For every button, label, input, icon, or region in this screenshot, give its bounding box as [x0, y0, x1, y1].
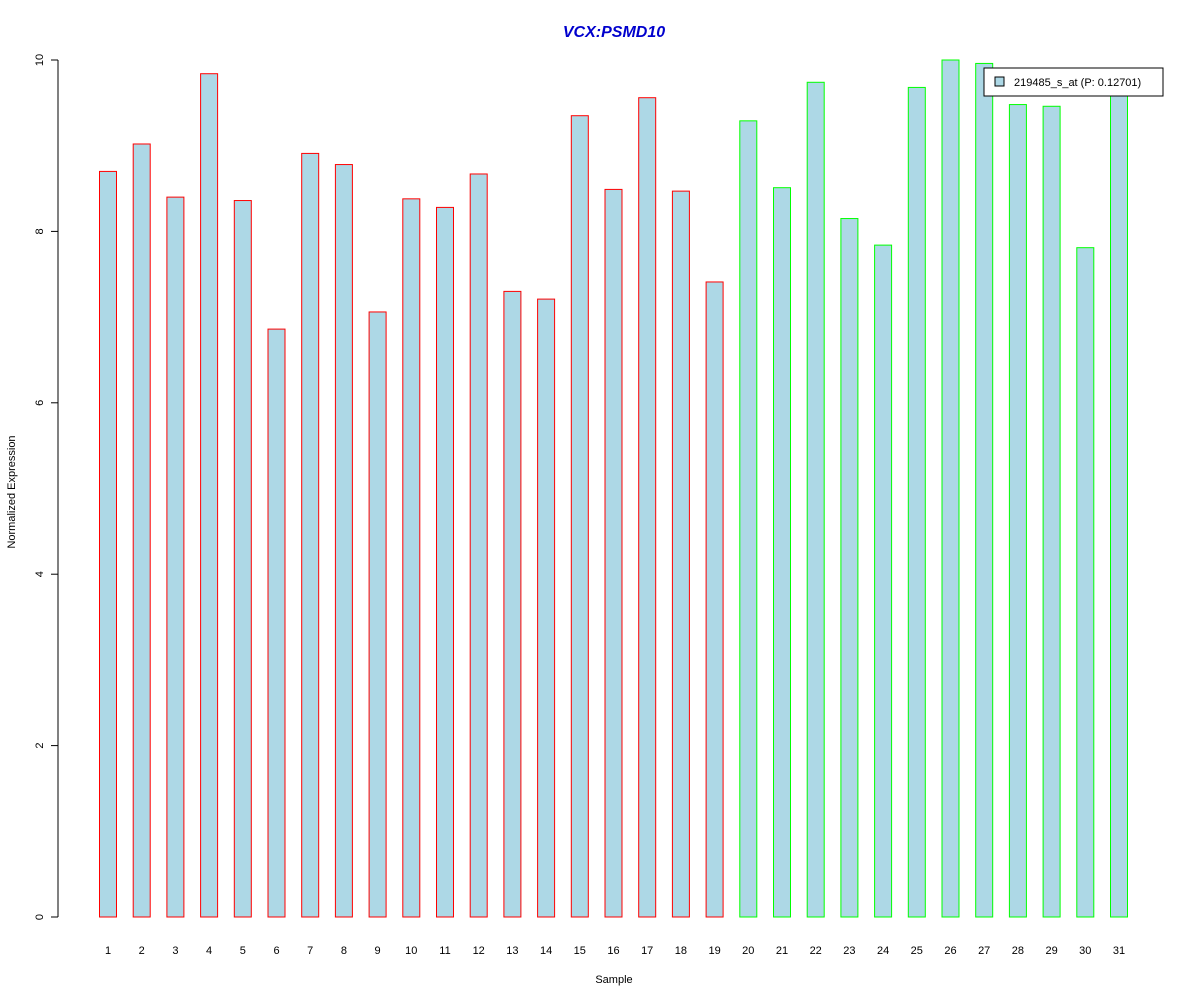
- y-axis: 0 2 4 6 8 10: [34, 54, 59, 920]
- x-tick-label: 17: [641, 945, 653, 957]
- y-tick-label: 4: [34, 571, 46, 577]
- bar-sample-11: [436, 206, 454, 918]
- x-tick-label: 15: [574, 945, 586, 957]
- bar-sample-29: [1042, 105, 1061, 918]
- bar-sample-24: [874, 244, 893, 918]
- x-tick-label: 29: [1045, 945, 1057, 957]
- x-tick-label: 1: [105, 945, 111, 957]
- legend: 219485_s_at (P: 0.12701): [983, 67, 1164, 97]
- bar-sample-27: [975, 62, 994, 918]
- bar-sample-26: [941, 59, 960, 918]
- x-tick-label: 3: [172, 945, 178, 957]
- x-tick-label: 26: [944, 945, 956, 957]
- bars-group: [99, 59, 1128, 918]
- x-tick-label: 7: [307, 945, 313, 957]
- bar-sample-17: [638, 97, 657, 918]
- x-tick-label: 13: [506, 945, 518, 957]
- x-tick-labels: 1 2 3 4 5 6 7 8 9 10 11 12 13 14 15 16 17 18 19 20 21 22 23 24 2…: [105, 945, 1125, 957]
- legend-label: 219485_s_at (P: 0.12701): [1014, 77, 1141, 89]
- bar-sample-15: [570, 115, 589, 918]
- x-tick-label: 27: [978, 945, 990, 957]
- x-tick-label: 6: [273, 945, 279, 957]
- x-axis-label: Sample: [595, 974, 632, 986]
- x-tick-label: 16: [607, 945, 619, 957]
- x-tick-label: 28: [1012, 945, 1024, 957]
- bar-sample-2: [132, 143, 151, 918]
- bar-sample-1: [99, 170, 117, 918]
- bar-sample-30: [1076, 247, 1095, 918]
- y-tick-label: 10: [34, 54, 46, 66]
- bar-sample-23: [840, 218, 859, 918]
- x-tick-label: 24: [877, 945, 889, 957]
- x-tick-label: 21: [776, 945, 788, 957]
- bar-sample-31: [1110, 80, 1128, 918]
- x-tick-label: 30: [1079, 945, 1091, 957]
- bar-sample-14: [537, 298, 556, 918]
- chart-title: VCX:PSMD10: [563, 24, 665, 41]
- x-tick-label: 25: [911, 945, 923, 957]
- x-tick-label: 11: [439, 945, 450, 957]
- bar-sample-21: [773, 187, 791, 918]
- x-tick-label: 18: [675, 945, 687, 957]
- bar-sample-13: [503, 290, 522, 918]
- bar-sample-6: [267, 328, 286, 918]
- bar-sample-5: [233, 200, 252, 918]
- legend-box: [983, 67, 1164, 97]
- bar-sample-8: [334, 164, 353, 918]
- bar-sample-25: [907, 86, 926, 918]
- x-tick-label: 19: [708, 945, 720, 957]
- x-tick-label: 10: [405, 945, 417, 957]
- bar-sample-4: [200, 73, 219, 918]
- bar-sample-10: [402, 198, 421, 918]
- bar-sample-28: [1008, 104, 1027, 918]
- x-tick-label: 14: [540, 945, 552, 957]
- bar-sample-20: [739, 120, 758, 918]
- x-tick-label: 2: [139, 945, 145, 957]
- x-tick-label: 23: [843, 945, 855, 957]
- bar-sample-3: [166, 196, 185, 918]
- bar-sample-22: [806, 81, 825, 918]
- bar-sample-12: [469, 173, 488, 918]
- bar-sample-18: [671, 190, 690, 918]
- x-tick-label: 9: [375, 945, 381, 957]
- y-tick-label: 0: [34, 914, 46, 920]
- bar-sample-9: [368, 311, 387, 918]
- bar-sample-16: [604, 188, 623, 918]
- y-tick-label: 6: [34, 400, 46, 406]
- x-tick-label: 8: [341, 945, 347, 957]
- bar-sample-7: [301, 152, 320, 918]
- x-tick-label: 4: [206, 945, 212, 957]
- x-tick-label: 12: [473, 945, 485, 957]
- x-tick-label: 22: [810, 945, 822, 957]
- x-tick-label: 20: [742, 945, 754, 957]
- y-tick-label: 8: [34, 228, 46, 234]
- x-tick-label: 5: [240, 945, 246, 957]
- legend-swatch: [994, 76, 1005, 87]
- y-axis-label: Normalized Expression: [6, 435, 18, 548]
- x-tick-label: 31: [1113, 945, 1125, 957]
- y-tick-label: 2: [34, 743, 46, 749]
- bar-sample-19: [705, 281, 724, 918]
